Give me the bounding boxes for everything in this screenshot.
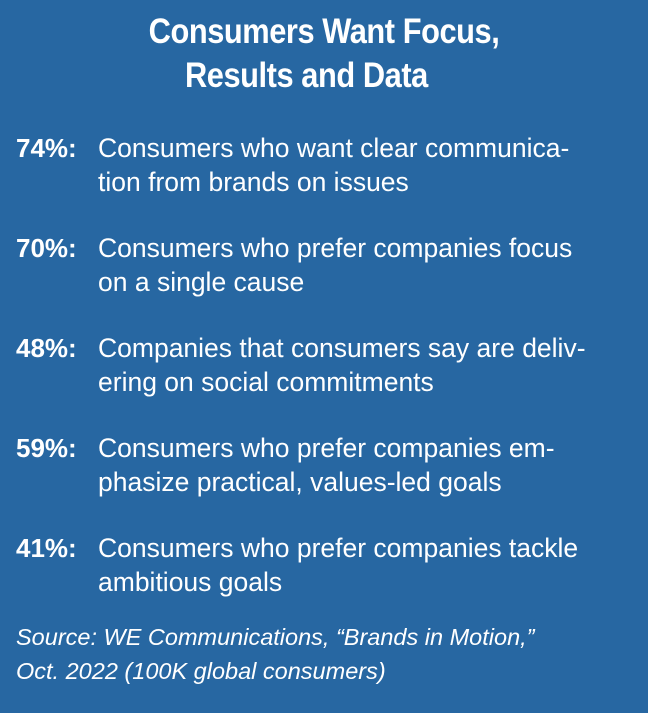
stat-description-line: tion from brands on issues xyxy=(98,167,409,197)
title-line-2: Results and Data xyxy=(184,56,428,95)
stat-description-line: phasize practical, values-led goals xyxy=(98,467,502,497)
stat-item: 41%: Consumers who prefer companies tack… xyxy=(16,531,636,631)
stat-description: Consumers who want clear communica- tion… xyxy=(98,131,638,199)
stats-list: 74%: Consumers who want clear communica-… xyxy=(16,131,636,631)
stat-description-line: ering on social commitments xyxy=(98,367,434,397)
stat-description-line: Consumers who prefer companies focus xyxy=(98,233,573,263)
stat-percent: 70%: xyxy=(16,233,77,263)
source-line-1: Source: WE Communications, “Brands in Mo… xyxy=(16,624,535,650)
stat-percent: 74%: xyxy=(16,133,77,163)
stat-percent: 41%: xyxy=(16,533,77,563)
stat-percent: 48%: xyxy=(16,333,77,363)
stat-description-line: on a single cause xyxy=(98,267,305,297)
stat-description-line: Consumers who prefer companies tackle xyxy=(98,533,579,563)
title-line-1: Consumers Want Focus, xyxy=(148,12,500,51)
stat-description-line: Consumers who want clear communica- xyxy=(98,133,570,163)
stat-description-line: Consumers who prefer companies em- xyxy=(98,433,555,463)
stat-item: 59%: Consumers who prefer companies em- … xyxy=(16,431,636,531)
stat-percent: 59%: xyxy=(16,433,77,463)
stat-item: 70%: Consumers who prefer companies focu… xyxy=(16,231,636,331)
stat-description-line: Companies that consumers say are deliv- xyxy=(98,333,586,363)
stat-description-line: ambitious goals xyxy=(98,567,283,597)
stat-description: Consumers who prefer companies tackle am… xyxy=(98,531,638,599)
stat-description: Consumers who prefer companies focus on … xyxy=(98,231,638,299)
stat-item: 48%: Companies that consumers say are de… xyxy=(16,331,636,431)
stat-description: Companies that consumers say are deliv- … xyxy=(98,331,638,399)
stat-description: Consumers who prefer companies em- phasi… xyxy=(98,431,638,499)
source-citation: Source: WE Communications, “Brands in Mo… xyxy=(16,620,636,688)
stat-item: 74%: Consumers who want clear communica-… xyxy=(16,131,636,231)
page-title: Consumers Want Focus, Results and Data xyxy=(39,10,609,98)
source-line-2: Oct. 2022 (100K global consumers) xyxy=(16,658,386,684)
